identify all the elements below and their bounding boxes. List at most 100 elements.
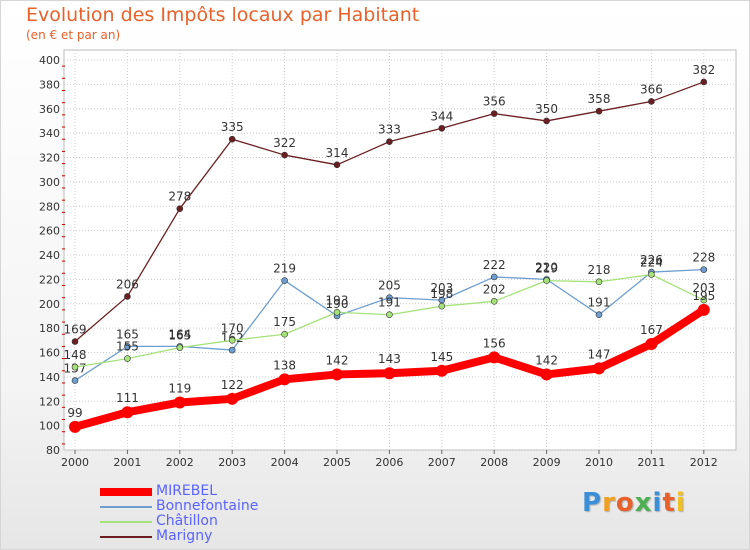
data-point-marigny [281,151,288,159]
y-tick-label: 260 [39,225,60,238]
data-point-mirebel [540,368,553,381]
data-label-marigny: 314 [326,146,349,160]
data-point-marigny [386,138,393,145]
data-point-mirebel [593,362,605,375]
data-label-mirebel: 142 [535,353,558,367]
logo-letter: x [634,488,653,518]
data-label-marigny: 206 [116,277,139,291]
y-tick-label: 360 [39,103,60,116]
data-label-chatillon: 165 [168,329,191,343]
data-point-bonnefontaine [490,273,498,281]
legend-label-bonnefontaine: Bonnefontaine [156,498,259,514]
data-label-bonnefontaine: 164 [168,327,191,341]
legend-label-marigny: Marigny [156,528,213,544]
legend-swatch-marigny [100,536,152,538]
data-label-chatillon: 155 [116,340,139,354]
data-label-marigny: 344 [430,109,453,123]
data-point-bonnefontaine [71,377,79,384]
data-label-chatillon: 218 [588,263,611,277]
x-tick-label: 2004 [271,456,299,469]
legend-item-chatillon: Châtillon [100,514,340,529]
y-tick-label: 220 [39,273,60,286]
data-label-mirebel: 111 [116,391,139,405]
data-label-mirebel: 142 [326,353,349,367]
data-label-bonnefontaine: 203 [430,281,453,295]
data-point-chatillon [438,302,446,310]
data-label-marigny: 382 [692,63,715,77]
data-label-bonnefontaine: 191 [588,296,611,310]
data-label-bonnefontaine: 165 [116,327,139,341]
data-point-mirebel [173,396,186,409]
chart-title: Evolution des Impôts locaux par Habitant [26,4,420,26]
data-label-marigny: 366 [640,82,663,96]
data-point-marigny [595,107,603,115]
x-tick-label: 2012 [690,456,718,469]
data-point-marigny [71,338,79,345]
data-point-bonnefontaine [124,343,131,350]
data-point-bonnefontaine [228,346,236,354]
data-point-marigny [333,161,341,169]
x-tick-label: 2002 [166,456,194,469]
data-label-marigny: 358 [588,92,611,106]
data-point-marigny [648,98,655,105]
logo-letter: r [602,488,616,518]
data-label-chatillon: 175 [273,315,296,329]
y-tick-label: 320 [39,152,60,165]
data-label-chatillon: 198 [430,287,453,301]
data-point-marigny [543,117,550,125]
chart-subtitle: (en € et par an) [26,28,121,42]
data-label-chatillon: 219 [535,262,558,276]
data-point-marigny [490,110,498,117]
data-point-bonnefontaine [595,311,603,319]
data-label-chatillon: 224 [640,256,663,270]
plot-area [63,49,737,451]
data-point-chatillon [648,271,655,278]
legend-label-chatillon: Châtillon [156,513,218,529]
data-label-chatillon: 193 [326,293,349,307]
y-tick-label: 120 [39,395,60,408]
data-point-marigny [124,293,131,300]
data-label-marigny: 322 [273,136,296,150]
data-point-chatillon [700,296,708,304]
data-point-mirebel [278,373,291,386]
x-tick-label: 2009 [533,456,561,469]
data-label-mirebel: 167 [640,323,663,337]
y-tick-label: 140 [39,371,60,384]
legend-item-marigny: Marigny [100,529,340,544]
legend-item-mirebel: MIREBEL [100,484,340,499]
x-tick-label: 2008 [480,456,508,469]
data-label-mirebel: 143 [378,352,401,366]
y-tick-label: 300 [39,176,60,189]
data-label-chatillon: 202 [483,282,506,296]
line-chart: 80 100 120 140 160 180 200 220 240 260 280 300 320 34… [39,49,737,469]
logo-letter: o [615,488,635,518]
data-label-bonnefontaine: 228 [692,251,715,265]
legend-swatch-mirebel [100,488,152,496]
data-point-marigny [228,135,236,143]
x-tick-label: 2001 [113,456,141,469]
data-label-mirebel: 147 [588,347,611,361]
data-label-marigny: 333 [378,123,401,137]
chart-legend: MIREBEL Bonnefontaine Châtillon Marigny [100,484,340,544]
data-point-chatillon [176,344,184,351]
data-point-chatillon [543,277,550,284]
x-tick-label: 2006 [375,456,403,469]
y-tick-label: 160 [39,347,60,360]
legend-swatch-bonnefontaine [100,506,152,508]
data-point-chatillon [333,308,341,316]
y-tick-label: 100 [39,420,60,433]
data-label-bonnefontaine: 222 [483,258,506,272]
x-tick-label: 2005 [323,456,351,469]
data-point-chatillon [281,330,288,338]
y-tick-label: 340 [39,127,60,140]
data-point-marigny [176,205,184,212]
x-tick-label: 2010 [585,456,613,469]
data-label-mirebel: 119 [168,381,191,395]
data-point-marigny [438,124,446,132]
data-label-chatillon: 191 [378,296,401,310]
x-tick-label: 2007 [428,456,456,469]
data-label-chatillon: 148 [64,348,87,362]
legend-label-mirebel: MIREBEL [156,483,218,499]
data-point-bonnefontaine [281,277,288,284]
data-label-marigny: 169 [64,323,87,337]
